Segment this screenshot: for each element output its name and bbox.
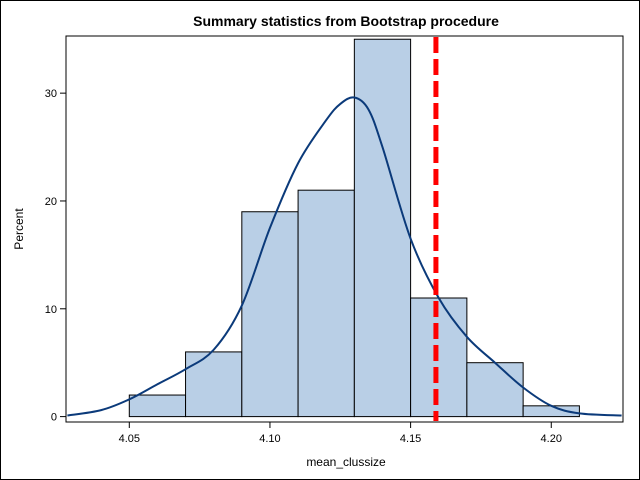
- x-axis: 4.05 4.10 4.15 4.20: [119, 422, 562, 445]
- histogram-bar: [466, 362, 524, 418]
- x-tick-label: 4.05: [119, 433, 140, 445]
- histogram-bar: [185, 351, 243, 418]
- y-axis: 0 10 20 30: [45, 88, 66, 424]
- plot-area-border: [65, 35, 624, 423]
- histogram-bar: [241, 211, 299, 418]
- histogram-bar: [353, 38, 412, 418]
- y-tick-label: 20: [45, 196, 57, 208]
- density-curve: [67, 96, 622, 417]
- x-tick-label: 4.15: [400, 433, 421, 445]
- bars-group: [128, 38, 580, 418]
- chart-title: Summary statistics from Bootstrap proced…: [193, 13, 499, 29]
- histogram-bar: [410, 297, 468, 418]
- y-axis-title: Percent: [12, 208, 26, 250]
- x-tick-label: 4.20: [541, 433, 562, 445]
- histogram-bar: [297, 189, 355, 418]
- y-tick-label: 10: [45, 304, 57, 316]
- histogram-bar: [128, 394, 187, 418]
- y-tick-label: 30: [45, 88, 57, 100]
- x-tick-label: 4.10: [259, 433, 280, 445]
- y-tick-label: 0: [51, 412, 57, 424]
- x-axis-title: mean_clussize: [306, 455, 386, 469]
